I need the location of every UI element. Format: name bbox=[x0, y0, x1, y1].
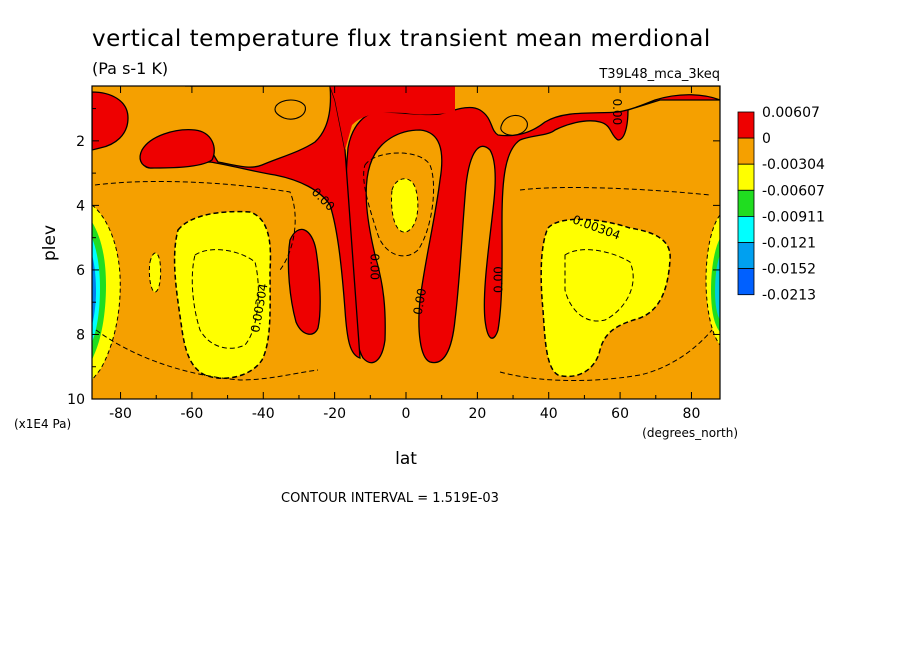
run-label: T39L48_mca_3keq bbox=[598, 67, 720, 82]
x-axis: -80 -60 -40 -20 0 20 40 60 80 bbox=[109, 86, 700, 422]
legend-label: -0.00607 bbox=[762, 183, 825, 199]
y-axis: 2 4 6 8 10 bbox=[67, 108, 720, 408]
legend-label: -0.0152 bbox=[762, 262, 816, 278]
contour-label: 0.00 bbox=[491, 266, 505, 293]
secondary-contours bbox=[94, 152, 713, 382]
legend-label: 0.00607 bbox=[762, 105, 820, 121]
contour-label: 0.00 bbox=[411, 287, 429, 316]
x-tick-label: 80 bbox=[683, 406, 701, 422]
chart-title: vertical temperature flux transient mean… bbox=[92, 26, 711, 52]
legend-label: -0.00911 bbox=[762, 209, 825, 225]
legend-label: -0.00304 bbox=[762, 157, 825, 173]
legend-label: 0 bbox=[762, 131, 771, 147]
field-orange-hole-2 bbox=[500, 114, 528, 136]
x-tick-label: -40 bbox=[252, 406, 275, 422]
x-axis-label: lat bbox=[395, 449, 417, 469]
x-tick-label: -80 bbox=[109, 406, 132, 422]
contour-label: 0.00 bbox=[610, 98, 624, 125]
field-red-top bbox=[185, 86, 720, 364]
field-red-blob-upper-left bbox=[139, 129, 215, 169]
y-tick-label: 4 bbox=[76, 198, 85, 214]
legend-swatch bbox=[737, 189, 755, 217]
y-tick-label: 10 bbox=[67, 392, 85, 408]
legend-swatch bbox=[737, 137, 755, 165]
field-yellow-center bbox=[391, 178, 419, 233]
y-axis-label: plev bbox=[40, 225, 60, 261]
legend-label: -0.0213 bbox=[762, 288, 816, 304]
field-red-mid-top bbox=[330, 86, 455, 150]
field-red-blob-left bbox=[287, 228, 321, 335]
field-yellow-right bbox=[540, 218, 671, 378]
field-blue-left bbox=[92, 255, 96, 325]
units-label: (Pa s-1 K) bbox=[92, 59, 168, 78]
contour-interval-note: CONTOUR INTERVAL = 1.519E-03 bbox=[281, 491, 499, 506]
legend-label: -0.0121 bbox=[762, 236, 816, 252]
field-cyan-right bbox=[715, 255, 720, 320]
field-red-corner bbox=[92, 91, 129, 151]
x-tick-label: 60 bbox=[611, 406, 629, 422]
y-tick-label: 2 bbox=[76, 134, 85, 150]
x-tick-label: 20 bbox=[468, 406, 486, 422]
legend-swatch bbox=[737, 215, 755, 243]
x-tick-label: -60 bbox=[180, 406, 203, 422]
field-orange-hole bbox=[274, 99, 306, 120]
legend-swatch bbox=[737, 163, 755, 191]
x-tick-label: 40 bbox=[540, 406, 558, 422]
legend-swatch bbox=[737, 242, 755, 270]
contour-label: 0.00 bbox=[367, 253, 381, 280]
x-tick-label: -20 bbox=[323, 406, 346, 422]
y-tick-label: 6 bbox=[76, 263, 85, 279]
y-units-label: (x1E4 Pa) bbox=[14, 417, 71, 431]
x-units-label: (degrees_north) bbox=[642, 426, 738, 440]
y-tick-label: 8 bbox=[76, 327, 85, 343]
x-tick-label: 0 bbox=[402, 406, 411, 422]
legend-swatch bbox=[737, 268, 755, 296]
legend: 0.00607 0 -0.00304 -0.00607 -0.00911 -0.0121 -… bbox=[737, 105, 825, 304]
legend-swatch bbox=[737, 111, 755, 139]
field-yellow-small-left bbox=[148, 252, 162, 293]
